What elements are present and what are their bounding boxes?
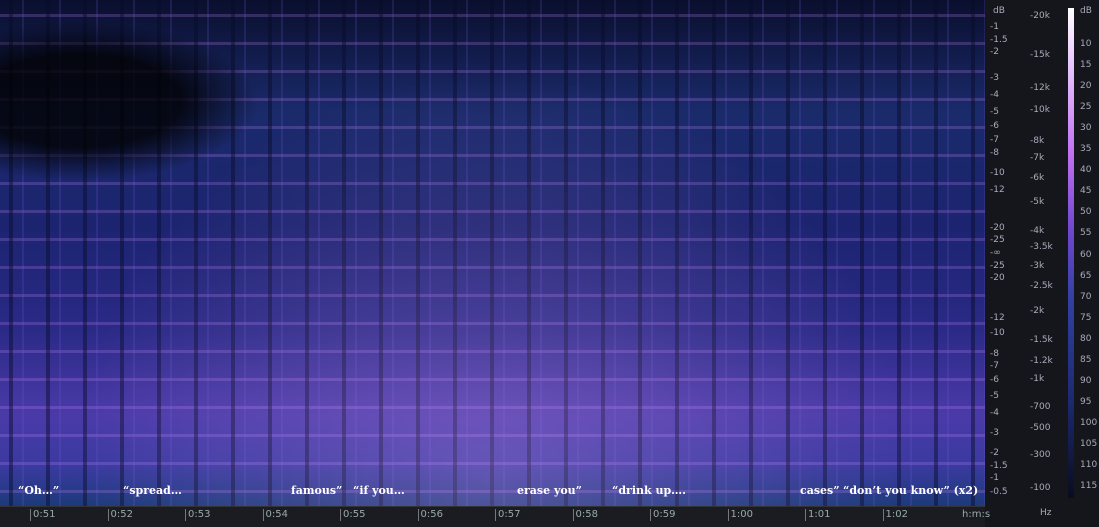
hz-label: -5k — [1030, 197, 1044, 207]
time-label: 1:01 — [805, 509, 830, 521]
db-label: -1.5 — [990, 461, 1008, 471]
color-scale-label: 80 — [1080, 334, 1091, 344]
db-label: -7 — [990, 361, 999, 371]
time-label: 0:57 — [495, 509, 520, 521]
time-label: 1:00 — [728, 509, 753, 521]
db-label: -20 — [990, 223, 1005, 233]
color-scale-label: 70 — [1080, 292, 1091, 302]
db-label: -3 — [990, 428, 999, 438]
db-label: -12 — [990, 185, 1005, 195]
color-scale-label: 90 — [1080, 376, 1091, 386]
color-scale-label: 30 — [1080, 123, 1091, 133]
hz-label: -2.5k — [1030, 281, 1053, 291]
db-label: -5 — [990, 107, 999, 117]
spectrogram — [0, 0, 985, 506]
hz-label: -12k — [1030, 83, 1050, 93]
db-unit: dB — [993, 6, 1005, 16]
time-label: 0:56 — [418, 509, 443, 521]
color-scale-unit: dB — [1080, 6, 1092, 16]
lyric-annotation: “Oh…” — [18, 484, 59, 497]
color-scale-label: 95 — [1080, 397, 1091, 407]
time-label: 0:55 — [340, 509, 365, 521]
db-label: -∞ — [990, 248, 1001, 258]
db-label: -4 — [990, 408, 999, 418]
color-scale-label: 35 — [1080, 144, 1091, 154]
hz-label: -7k — [1030, 153, 1044, 163]
color-scale-label: 45 — [1080, 186, 1091, 196]
color-scale-label: 40 — [1080, 165, 1091, 175]
db-label: -5 — [990, 391, 999, 401]
hz-label: -15k — [1030, 50, 1050, 60]
lyric-annotation: “don’t you know” (x2) — [843, 484, 978, 497]
hz-label: -8k — [1030, 136, 1044, 146]
color-scale-label: 55 — [1080, 228, 1091, 238]
hz-unit: Hz — [1040, 508, 1052, 518]
hz-label: -100 — [1030, 483, 1050, 493]
lyric-annotation: erase you” — [517, 484, 582, 497]
color-scale-label: 65 — [1080, 271, 1091, 281]
color-scale-label: 15 — [1080, 60, 1091, 70]
db-label: -3 — [990, 73, 999, 83]
db-label: -8 — [990, 148, 999, 158]
spectrogram-editor: “Oh…” “spread… famous” “if you… erase you” “d… — [0, 0, 1099, 527]
db-label: -10 — [990, 328, 1005, 338]
db-label: -4 — [990, 90, 999, 100]
hz-label: -1.5k — [1030, 335, 1053, 345]
hz-label: -3.5k — [1030, 242, 1053, 252]
lyric-annotation: “drink up…. — [612, 484, 686, 497]
hz-label: -4k — [1030, 226, 1044, 236]
hz-label: -20k — [1030, 11, 1050, 21]
time-label: 0:59 — [650, 509, 675, 521]
color-scale-label: 50 — [1080, 207, 1091, 217]
db-label: -25 — [990, 235, 1005, 245]
hz-label: -1.2k — [1030, 356, 1053, 366]
db-label: -12 — [990, 313, 1005, 323]
lyric-annotation: cases” — [800, 484, 840, 497]
hz-label: -500 — [1030, 423, 1050, 433]
color-scale-bar — [1068, 8, 1074, 498]
time-label: 1:02 — [883, 509, 908, 521]
hz-label: -1k — [1030, 374, 1044, 384]
db-label: -6 — [990, 121, 999, 131]
db-label: -7 — [990, 135, 999, 145]
time-label: 0:51 — [30, 509, 55, 521]
color-scale-label: 25 — [1080, 102, 1091, 112]
lyric-annotation: “spread… — [123, 484, 182, 497]
db-label: -2 — [990, 448, 999, 458]
time-unit: h:m:s — [960, 509, 990, 521]
db-label: -8 — [990, 349, 999, 359]
color-scale-label: 75 — [1080, 313, 1091, 323]
time-label: 0:54 — [263, 509, 288, 521]
hz-label: -700 — [1030, 402, 1050, 412]
db-label: -6 — [990, 375, 999, 385]
time-label: 0:53 — [185, 509, 210, 521]
db-label: -0.5 — [990, 487, 1008, 497]
hz-label: -300 — [1030, 450, 1050, 460]
hz-label: -3k — [1030, 261, 1044, 271]
db-label: -2 — [990, 47, 999, 57]
color-scale-label: 105 — [1080, 439, 1097, 449]
time-ruler — [0, 506, 985, 527]
color-scale-label: 110 — [1080, 460, 1097, 470]
db-label: -1 — [990, 473, 999, 483]
lyric-annotation: “if you… — [353, 484, 405, 497]
db-label: -1 — [990, 22, 999, 32]
color-scale-label: 85 — [1080, 355, 1091, 365]
db-label: -10 — [990, 168, 1005, 178]
db-label: -1.5 — [990, 35, 1008, 45]
color-scale-label: 60 — [1080, 250, 1091, 260]
hz-label: -2k — [1030, 306, 1044, 316]
hz-label: -6k — [1030, 173, 1044, 183]
color-scale-label: 100 — [1080, 418, 1097, 428]
time-label: 0:58 — [573, 509, 598, 521]
db-label: -20 — [990, 273, 1005, 283]
lyric-annotation: famous” — [291, 484, 342, 497]
time-label: 0:52 — [108, 509, 133, 521]
hz-label: -10k — [1030, 105, 1050, 115]
db-label: -25 — [990, 261, 1005, 271]
color-scale-label: 20 — [1080, 81, 1091, 91]
color-scale-label: 115 — [1080, 481, 1097, 491]
color-scale-label: 10 — [1080, 39, 1091, 49]
